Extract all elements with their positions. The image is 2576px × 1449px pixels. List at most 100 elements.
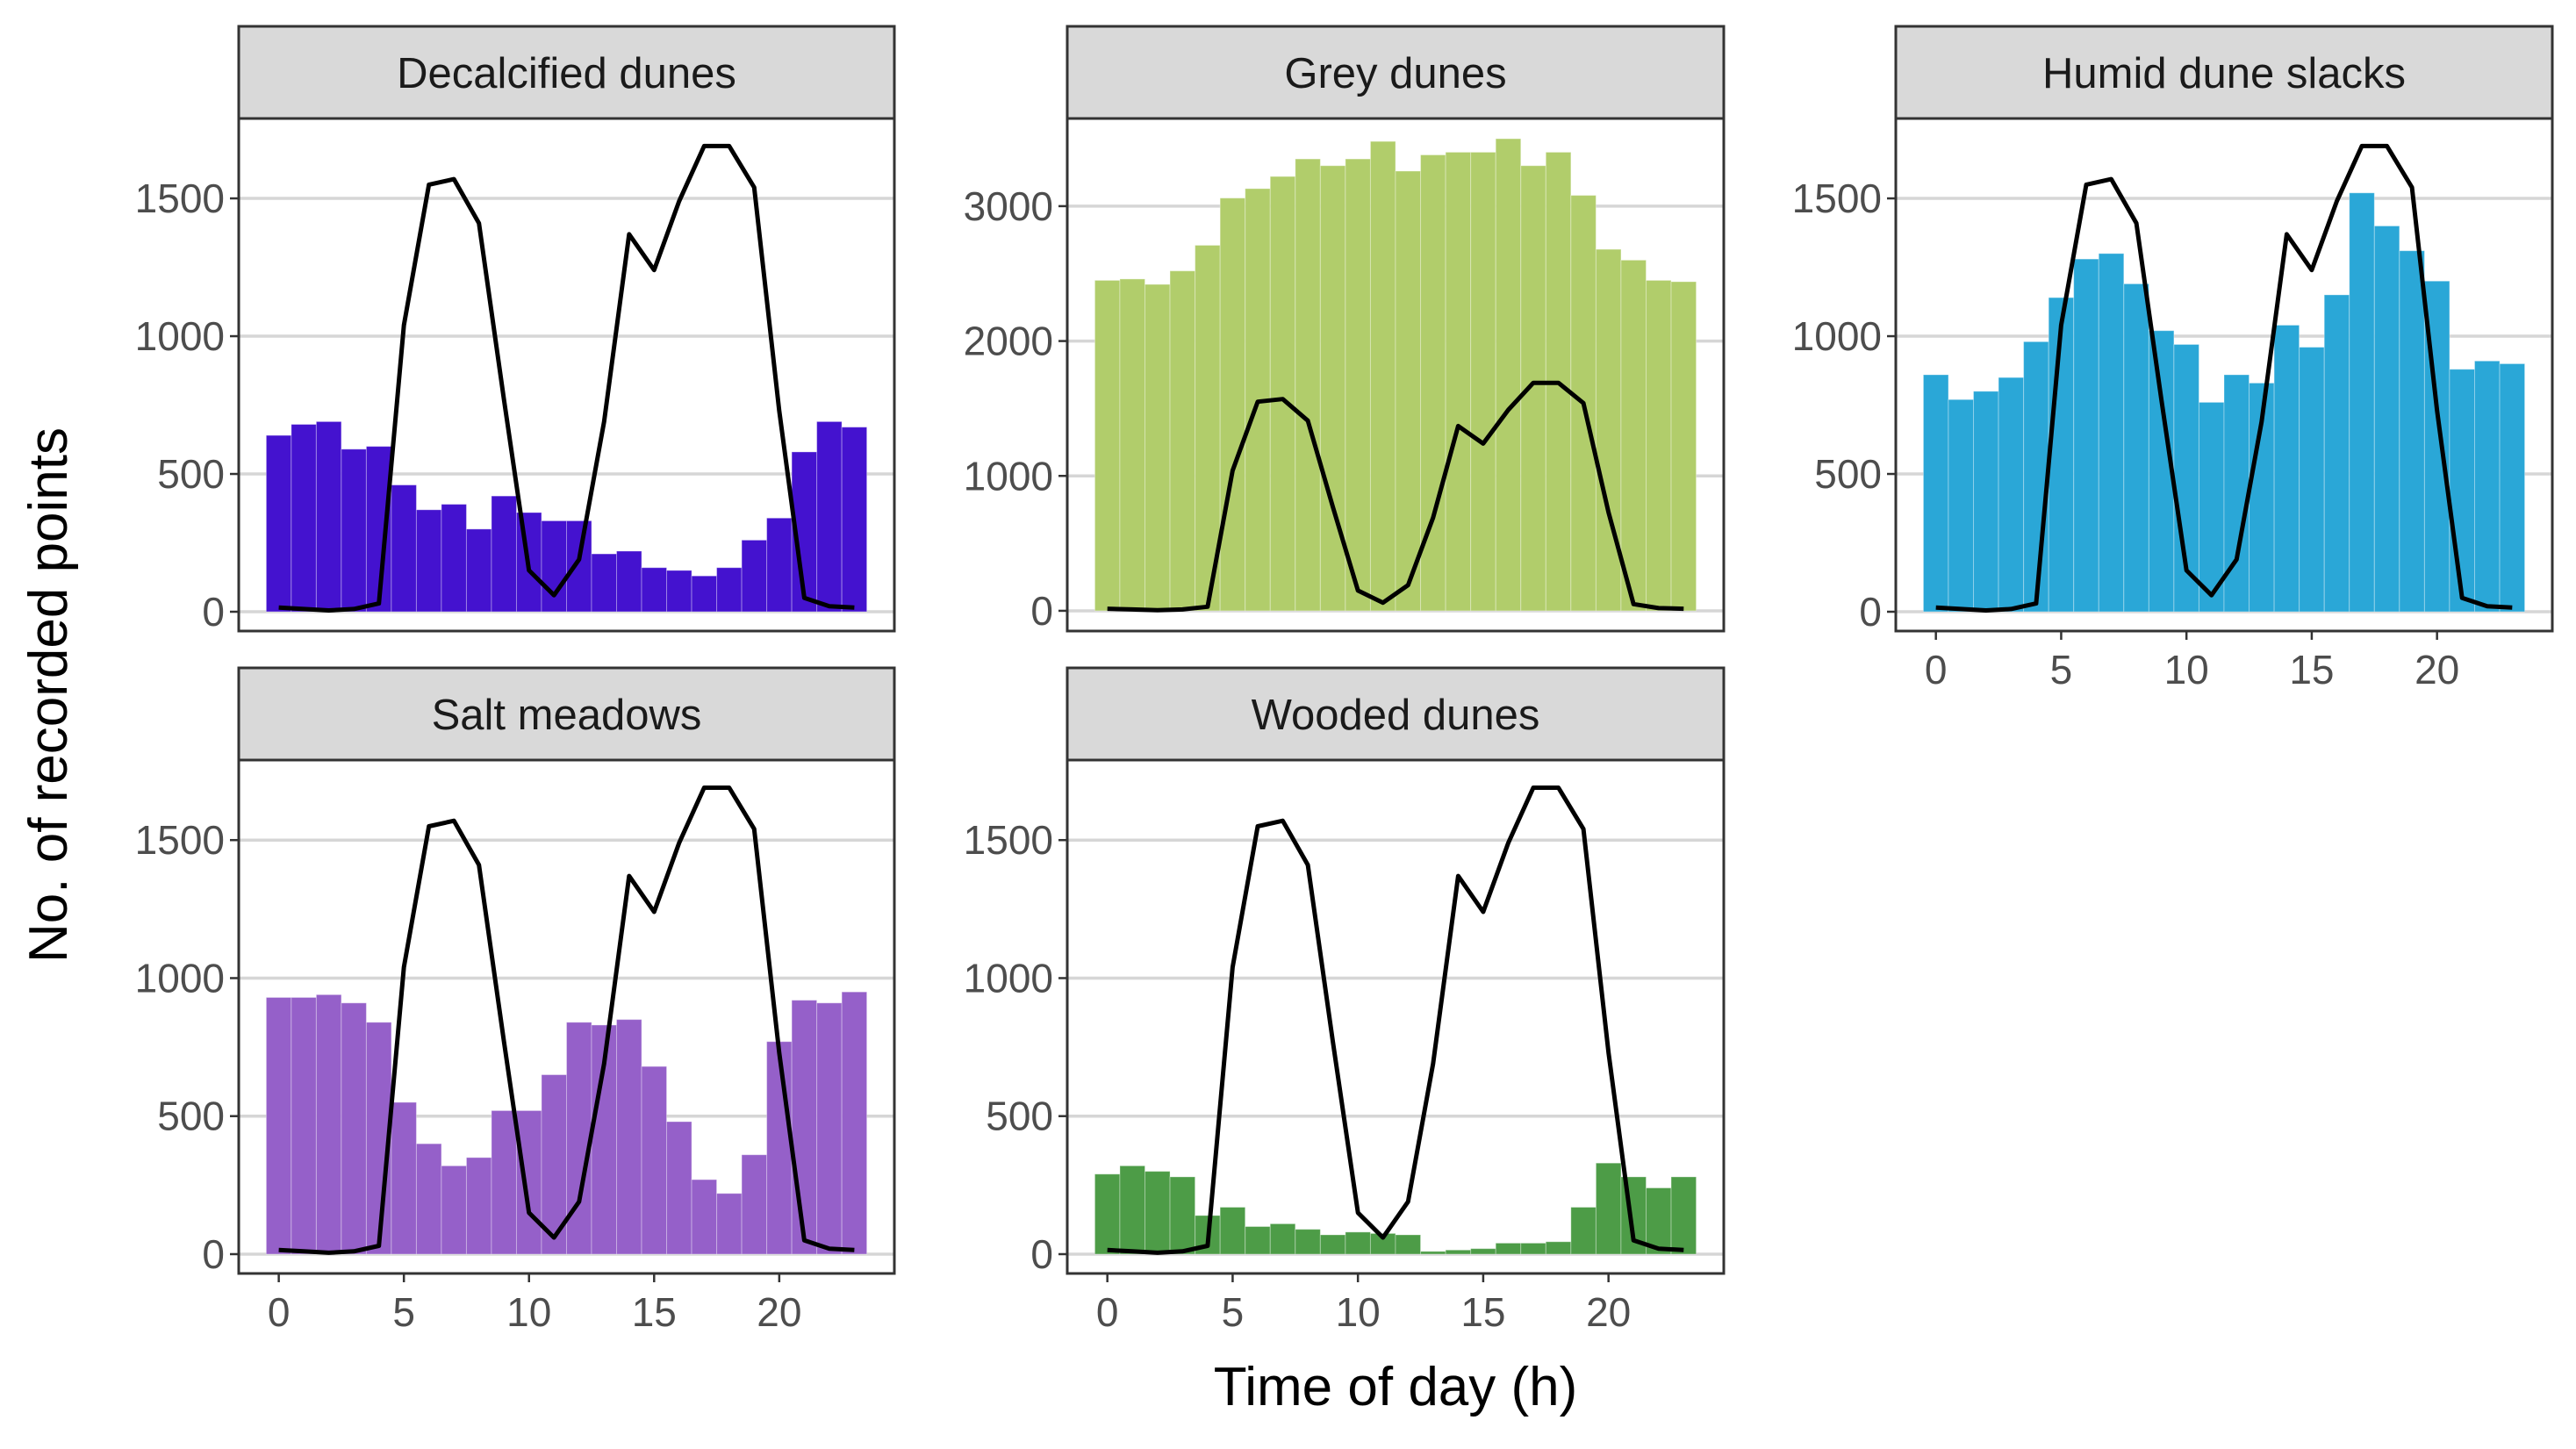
- histogram-bar: [465, 1157, 492, 1255]
- histogram-bar: [391, 1101, 417, 1255]
- histogram-bar: [441, 1165, 467, 1255]
- facet-strip: [1894, 25, 2554, 120]
- histogram-bar: [1495, 138, 1522, 612]
- x-tick-label: 15: [632, 1289, 677, 1335]
- histogram-bar: [1245, 1226, 1271, 1255]
- histogram-bar: [315, 420, 342, 613]
- histogram-bar: [1395, 1234, 1422, 1255]
- histogram-bar: [341, 448, 367, 613]
- x-tick-label: 0: [1925, 647, 1948, 692]
- histogram-bar: [415, 509, 442, 613]
- y-tick-label: 500: [157, 451, 225, 497]
- histogram-bar: [1998, 377, 2025, 613]
- y-tick-label: 0: [1859, 589, 1882, 635]
- histogram-bar: [1319, 1234, 1346, 1255]
- y-tick-label: 1500: [1792, 176, 1882, 221]
- y-tick-label: 1000: [964, 955, 1053, 1001]
- histogram-bar: [2349, 192, 2375, 613]
- histogram-bar: [515, 1109, 542, 1255]
- histogram-bar: [1570, 1207, 1597, 1255]
- histogram-bar: [766, 517, 793, 613]
- histogram-bar: [2499, 362, 2526, 613]
- histogram-bar: [766, 1041, 793, 1255]
- histogram-bar: [816, 420, 843, 613]
- x-tick-label: 20: [1586, 1289, 1631, 1335]
- facet-title: Wooded dunes: [1252, 692, 1540, 739]
- histogram-bar: [791, 1000, 818, 1255]
- facet-panel: 0 500 1000 1500 Decalcified dunes: [135, 25, 896, 635]
- x-axis-title: Time of day (h): [1214, 1357, 1578, 1417]
- y-tick-label: 500: [1814, 451, 1882, 497]
- histogram-bar: [1670, 281, 1697, 612]
- overlay-line: [1107, 380, 1684, 613]
- histogram-bar: [365, 1022, 392, 1255]
- histogram-bar: [566, 1022, 592, 1255]
- histogram-bar: [1545, 1241, 1572, 1255]
- y-tick-label: 0: [1030, 588, 1053, 634]
- histogram-bar: [1445, 1249, 1472, 1255]
- histogram-bar: [1495, 1242, 1522, 1255]
- histogram-bar: [1169, 270, 1196, 612]
- y-tick-label: 1500: [135, 817, 225, 863]
- histogram-bar: [291, 996, 317, 1255]
- histogram-bar: [265, 434, 292, 613]
- histogram-bar: [691, 575, 718, 613]
- histogram-bar: [1169, 1176, 1196, 1255]
- histogram-bar: [841, 991, 868, 1255]
- y-tick-label: 3000: [964, 183, 1053, 229]
- histogram-bar: [1922, 374, 1949, 613]
- histogram-bar: [1445, 151, 1472, 612]
- overlay-line: [278, 785, 855, 1255]
- histogram-bar: [1395, 170, 1422, 612]
- histogram-bar: [465, 528, 492, 613]
- histogram-bar: [1094, 1173, 1121, 1255]
- histogram-bar: [1295, 1229, 1321, 1255]
- facet-strip: [1066, 666, 1726, 762]
- histogram-bar: [2073, 258, 2099, 613]
- histogram-bar: [441, 504, 467, 613]
- histogram-bar: [1319, 165, 1346, 612]
- histogram-bar: [716, 1193, 743, 1255]
- histogram-bar: [1195, 244, 1221, 612]
- histogram-bar: [2273, 324, 2300, 613]
- overlay-line: [278, 143, 855, 613]
- histogram-bar: [1094, 279, 1121, 612]
- histogram-bar: [1295, 158, 1321, 612]
- histogram-bar: [816, 1002, 843, 1255]
- facet-panel: 0 1000 2000 3000 Grey dunes: [964, 25, 1726, 634]
- facet-panel: 0 500 1000 1500 Humid dune slacks 0 5 10 15 20: [1792, 25, 2554, 692]
- histogram-bar: [741, 1154, 768, 1255]
- facet-panel: 0 500 1000 1500 Wooded dunes 0 5 10 15 20: [964, 666, 1726, 1335]
- histogram-bar: [641, 567, 668, 613]
- facet-panel: 0 500 1000 1500 Salt meadows 0 5 10 15 20: [135, 666, 896, 1335]
- histogram-bar: [666, 1121, 692, 1255]
- y-tick-label: 1000: [1792, 313, 1882, 359]
- histogram-bar: [1948, 398, 1975, 613]
- histogram-bar: [2473, 360, 2501, 613]
- histogram-bar: [2323, 294, 2350, 613]
- histogram-bar: [1420, 1251, 1446, 1255]
- facet-strip: [237, 25, 896, 120]
- histogram-bar: [541, 520, 567, 613]
- histogram-bar: [415, 1143, 442, 1255]
- y-tick-label: 1000: [135, 955, 225, 1001]
- histogram-bar: [491, 1109, 517, 1255]
- y-tick-label: 1000: [964, 453, 1053, 499]
- overlay-line: [1935, 143, 2513, 613]
- histogram-bar: [741, 539, 768, 613]
- x-tick-label: 5: [2050, 647, 2073, 692]
- facet-title: Humid dune slacks: [2042, 50, 2406, 97]
- histogram-bar: [2223, 374, 2250, 613]
- histogram-bar: [616, 550, 642, 613]
- histogram-bar: [841, 427, 868, 613]
- histogram-bar: [1520, 1242, 1546, 1255]
- histogram-bar: [2299, 347, 2325, 613]
- histogram-bar: [1144, 1171, 1171, 1255]
- histogram-bar: [1269, 1223, 1296, 1255]
- histogram-bar: [1119, 278, 1146, 612]
- facet-title: Salt meadows: [432, 692, 702, 739]
- histogram-bar: [2023, 341, 2049, 613]
- histogram-bar: [1595, 248, 1622, 612]
